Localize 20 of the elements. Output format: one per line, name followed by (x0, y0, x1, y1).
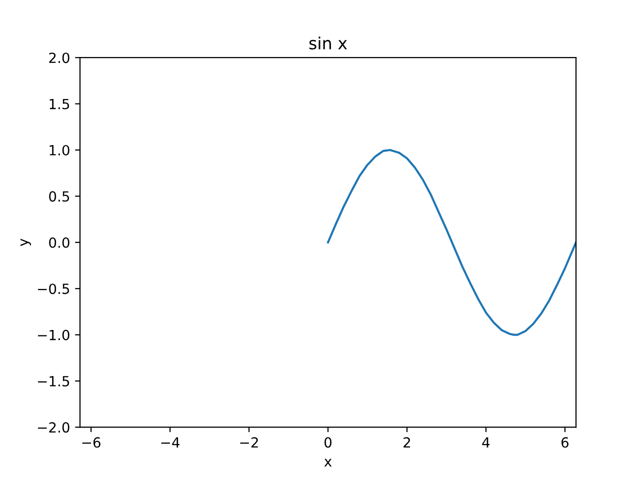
x-tick-label: 6 (561, 437, 568, 448)
y-tick-label: 1.0 (50, 144, 70, 156)
y-tick-label: −1.0 (38, 330, 70, 340)
y-tick-label: −1.5 (38, 376, 70, 386)
y-tick-label: 0.0 (49, 237, 70, 248)
chart-title: sin x (309, 36, 347, 50)
y-tick-label: −2.0 (38, 422, 70, 433)
line-series (326, 148, 576, 336)
x-tick-label: 4 (482, 437, 490, 448)
x-tick-label: 2 (404, 437, 410, 448)
y-axis-title: y (20, 238, 31, 246)
y-tick-label: −0.5 (38, 284, 70, 294)
x-tick-label: 0 (324, 437, 332, 448)
x-tick-label: −6 (82, 437, 100, 448)
y-tick-label: 1.5 (50, 98, 70, 110)
x-tick-label: −2 (240, 437, 258, 448)
y-tick-label: 0.5 (49, 191, 70, 202)
x-tick-label: −4 (161, 437, 180, 448)
x-axis-title: x (324, 458, 332, 466)
y-tick-label: 2.0 (49, 52, 70, 64)
